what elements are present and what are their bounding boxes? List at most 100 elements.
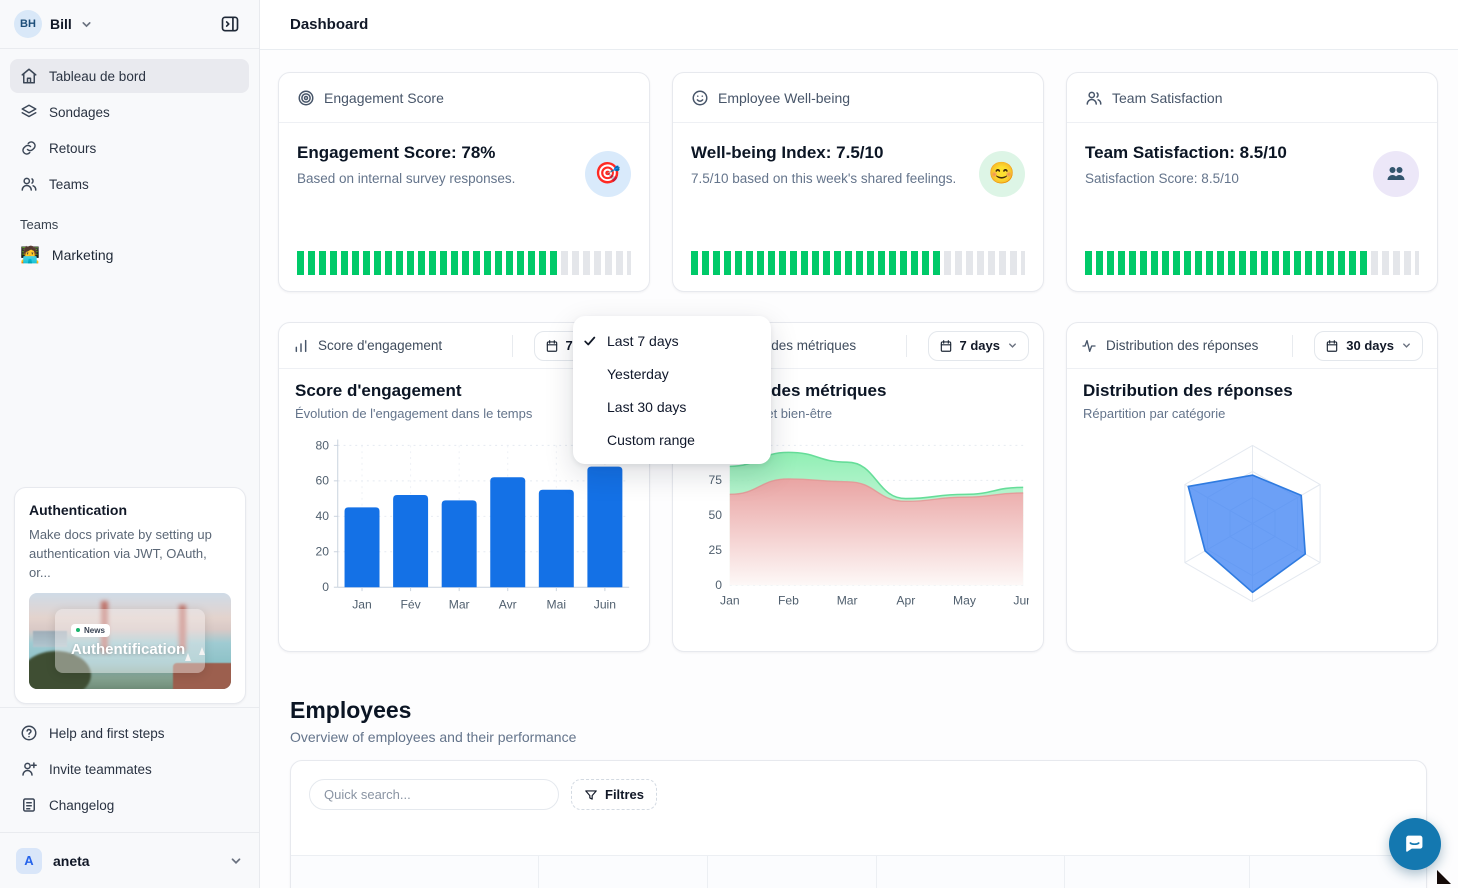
column-header-performance[interactable]: Performance [1065, 856, 1250, 888]
link-icon [22, 141, 36, 155]
svg-text:0: 0 [715, 578, 722, 592]
chevron-down-icon [1009, 343, 1016, 348]
date-range-button[interactable]: 7 days [927, 330, 1029, 361]
kpi-card-header: Employee Well-being [673, 73, 1043, 123]
bar-chart-icon [295, 339, 307, 352]
sidebar-item-teams[interactable]: Teams [10, 167, 249, 201]
svg-text:50: 50 [709, 508, 723, 522]
kpi-value: Well-being Index: 7.5/10 [691, 143, 884, 162]
sidebar-item-help[interactable]: Help and first steps [10, 716, 249, 750]
svg-text:Jan: Jan [720, 594, 740, 608]
chat-launcher-button[interactable] [1389, 818, 1441, 870]
employees-title: Employees [290, 697, 412, 723]
kpi-value: Team Satisfaction: 8.5/10 [1085, 143, 1287, 162]
svg-text:Avr: Avr [499, 598, 517, 612]
column-header-user[interactable]: User [291, 856, 539, 888]
workspace-switcher[interactable]: A aneta [0, 832, 259, 888]
chart-title: Score d'engagement [295, 381, 462, 400]
chevron-down-icon[interactable] [80, 18, 93, 31]
calendar-icon [940, 339, 951, 352]
kpi-subtitle: 7.5/10 based on this week's shared feeli… [691, 171, 957, 186]
teams-section-label: Teams [20, 217, 59, 232]
main-content: Engagement Score Engagement Score: 78% B… [260, 50, 1458, 888]
chart-header-label: Score d'engagement [318, 338, 443, 353]
calendar-icon [1327, 339, 1338, 352]
filters-label: Filtres [605, 787, 645, 802]
menu-item-last-30-days[interactable]: Last 30 days [607, 398, 687, 415]
team-label: Marketing [51, 247, 114, 263]
chevron-down-icon [1403, 343, 1410, 348]
kpi-card-header: Engagement Score [279, 73, 649, 123]
footer-item-label: Changelog [49, 797, 115, 813]
promo-overlay: News Authentification [55, 608, 205, 673]
sidebar-item-label: Teams [49, 176, 89, 192]
funnel-icon [585, 789, 597, 800]
kpi-header-label: Team Satisfaction [1112, 89, 1223, 106]
kpi-value: Engagement Score: 78% [297, 143, 496, 162]
area-chart: 0255075100JanFebMarAprMayJun [702, 438, 1029, 608]
svg-text:40: 40 [316, 509, 330, 523]
sidebar-item-dashboard[interactable]: Tableau de bord [10, 59, 249, 93]
sidebar-item-label: Sondages [49, 104, 110, 120]
user-name[interactable]: Bill [50, 16, 72, 32]
sidebar-item-surveys[interactable]: Sondages [10, 95, 249, 129]
menu-item-last-7-days[interactable]: Last 7 days [573, 324, 771, 357]
promo-overlay-title: Authentification [71, 640, 186, 658]
sidebar-item-invite[interactable]: Invite teammates [10, 752, 249, 786]
svg-text:80: 80 [316, 438, 330, 452]
activity-icon [1082, 339, 1096, 352]
mouse-cursor [1437, 870, 1451, 884]
kpi-header-label: Engagement Score [324, 89, 444, 106]
news-badge: News [71, 623, 110, 637]
workspace-avatar: A [16, 847, 42, 874]
column-header-team[interactable]: Team [539, 856, 708, 888]
sidebar-item-changelog[interactable]: Changelog [10, 788, 249, 822]
kpi-card-satisfaction: Team Satisfaction Team Satisfaction: 8.5… [1066, 72, 1438, 292]
svg-text:20: 20 [316, 545, 330, 559]
changelog-icon [23, 798, 35, 812]
date-range-button[interactable]: 30 days [1314, 330, 1423, 361]
svg-text:Feb: Feb [778, 594, 799, 608]
kpi-header-label: Employee Well-being [718, 89, 851, 106]
column-header-position[interactable]: Position [708, 856, 877, 888]
page-title: Dashboard [290, 16, 369, 33]
promo-card-authentication[interactable]: Authentication Make docs private by sett… [14, 487, 246, 704]
promo-title: Authentication [29, 502, 127, 518]
footer-item-label: Help and first steps [49, 725, 165, 741]
chevron-down-icon [231, 857, 241, 864]
chart-row: Score d'engagement 7 days Score d'engage… [278, 322, 1440, 652]
kpi-card-header: Team Satisfaction [1067, 73, 1437, 123]
user-plus-icon [22, 762, 37, 776]
svg-text:Jan: Jan [352, 598, 372, 612]
sidebar-header: BH Bill [0, 0, 259, 49]
menu-item-custom-range[interactable]: Custom range [607, 431, 695, 448]
kpi-subtitle: Based on internal survey responses. [297, 171, 516, 186]
sidebar-item-feedback[interactable]: Retours [10, 131, 249, 165]
svg-text:75: 75 [709, 473, 723, 487]
svg-text:Apr: Apr [896, 594, 915, 608]
chart-card-response-distribution: Distribution des réponses 30 days Distri… [1066, 322, 1438, 652]
dart-emoji-icon: 🎯 [585, 151, 631, 197]
column-header-participation[interactable]: Participation [877, 856, 1065, 888]
svg-text:Mai: Mai [547, 598, 567, 612]
radar-chart [1183, 444, 1321, 603]
svg-text:Mar: Mar [837, 594, 858, 608]
smiley-icon [692, 90, 708, 105]
progress-filled [297, 251, 558, 275]
employees-table-card: Filtres User Team Position Participation… [290, 760, 1427, 888]
kpi-row: Engagement Score Engagement Score: 78% B… [278, 72, 1440, 292]
svg-text:Jun: Jun [1013, 594, 1029, 608]
avatar[interactable]: BH [14, 10, 42, 38]
people-icon [1373, 151, 1419, 197]
svg-text:May: May [953, 594, 977, 608]
promo-image: News Authentification [29, 592, 231, 689]
technologist-emoji-icon: 🧑‍💻 [20, 247, 40, 264]
kpi-progress-bar [1085, 251, 1419, 275]
filters-button[interactable]: Filtres [571, 779, 658, 810]
svg-text:Mar: Mar [449, 598, 470, 612]
date-range-value: 7 days [959, 338, 1000, 353]
collapse-sidebar-button[interactable] [215, 9, 245, 39]
search-input[interactable] [309, 779, 559, 810]
menu-item-yesterday[interactable]: Yesterday [607, 365, 669, 382]
sidebar-item-team-marketing[interactable]: 🧑‍💻 Marketing [0, 238, 259, 272]
